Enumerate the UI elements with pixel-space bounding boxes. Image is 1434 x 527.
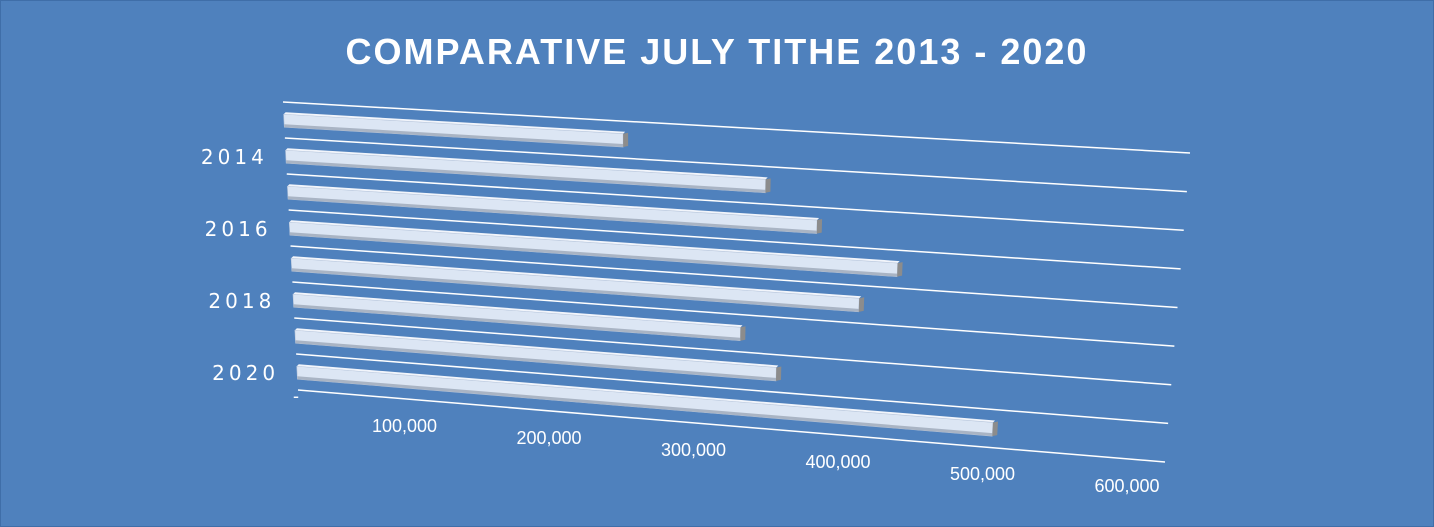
value-axis-label: 500,000 <box>950 464 1015 484</box>
gridline <box>284 137 1187 193</box>
value-axis-label: - <box>293 386 299 406</box>
bar-top-face <box>287 184 820 221</box>
bar-bottom-shade <box>293 304 741 341</box>
value-axis-label: 200,000 <box>516 428 581 448</box>
gridline <box>288 209 1181 270</box>
gridline <box>294 317 1172 386</box>
bar-2015 <box>287 184 823 234</box>
bar-bottom-shade <box>286 160 766 193</box>
bar-2017 <box>290 256 865 313</box>
category-label: 2018 <box>208 289 275 313</box>
value-axis-label: 400,000 <box>805 452 870 472</box>
bar-end-cap <box>992 421 999 437</box>
bar-2019 <box>294 328 782 382</box>
value-axis-label: 600,000 <box>1094 476 1159 496</box>
bar-2013 <box>283 112 629 148</box>
bar-top-face <box>296 364 996 423</box>
bar-end-cap <box>816 219 823 234</box>
bar-2020 <box>296 364 999 437</box>
category-label: 2016 <box>205 217 272 241</box>
bar-end-cap <box>765 178 771 193</box>
bar-end-cap <box>897 262 903 277</box>
bar-bottom-shade <box>288 196 817 234</box>
bar-top-face <box>285 148 768 180</box>
bar-top-face <box>289 220 900 264</box>
bar-2014 <box>285 148 771 194</box>
gridline <box>292 281 1175 347</box>
category-label: 2014 <box>201 145 268 169</box>
bar-end-cap <box>775 366 782 381</box>
bar-bottom-shade <box>284 124 624 148</box>
value-axis-label: 300,000 <box>661 440 726 460</box>
gridline <box>282 101 1191 154</box>
bar-end-cap <box>858 297 865 312</box>
bar-top-face <box>291 256 862 299</box>
gridline <box>290 245 1178 309</box>
bar-end-cap <box>623 132 629 148</box>
gridline <box>286 173 1184 231</box>
gridline <box>297 389 1166 463</box>
bar-bottom-shade <box>297 376 993 437</box>
bar-bottom-shade <box>289 232 898 277</box>
gridline <box>296 353 1169 425</box>
bar-top-face <box>293 292 743 328</box>
category-label: 2020 <box>212 361 279 385</box>
bar-2016 <box>288 220 903 278</box>
bar-top-face <box>283 112 626 134</box>
bar-2018 <box>292 292 746 342</box>
bar-bottom-shade <box>295 340 776 381</box>
chart-title: COMPARATIVE JULY TITHE 2013 - 2020 <box>345 31 1089 72</box>
bar-bottom-shade <box>291 268 859 312</box>
value-axis-label: 100,000 <box>372 416 437 436</box>
bar-end-cap <box>740 326 746 341</box>
bar-top-face <box>294 328 779 368</box>
